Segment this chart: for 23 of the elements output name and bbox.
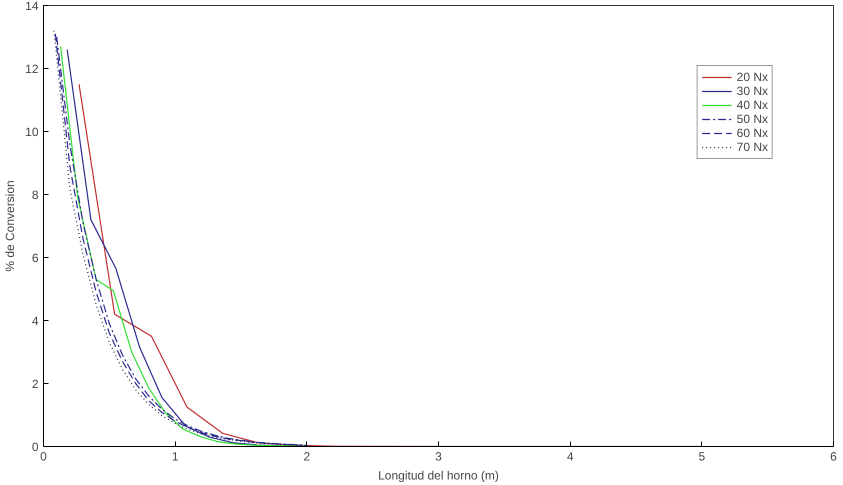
x-tick-label: 5	[698, 450, 706, 464]
x-tick-label: 6	[830, 450, 838, 464]
x-tick-label: 2	[303, 450, 310, 464]
legend-label: 60 Nx	[736, 126, 768, 140]
y-axis-title: % de Conversion	[3, 180, 18, 272]
legend-label: 70 Nx	[736, 140, 768, 154]
y-tick-label: 12	[25, 62, 39, 76]
x-tick-label: 0	[40, 450, 48, 464]
x-tick-label: 1	[172, 450, 179, 464]
y-tick-label: 14	[25, 0, 39, 13]
x-tick-label: 3	[435, 450, 442, 464]
y-tick-label: 10	[25, 125, 39, 139]
y-tick-label: 2	[32, 377, 39, 391]
x-tick-label: 4	[566, 450, 574, 464]
legend-label: 40 Nx	[736, 98, 768, 112]
legend-label: 20 Nx	[736, 70, 768, 84]
x-axis-title: Longitud del horno (m)	[378, 468, 499, 482]
legend-label: 50 Nx	[736, 112, 768, 126]
y-tick-label: 8	[32, 188, 39, 202]
legend-label: 30 Nx	[736, 84, 768, 98]
y-tick-label: 0	[32, 440, 39, 454]
y-tick-label: 6	[32, 251, 39, 265]
y-tick-label: 4	[32, 314, 39, 328]
